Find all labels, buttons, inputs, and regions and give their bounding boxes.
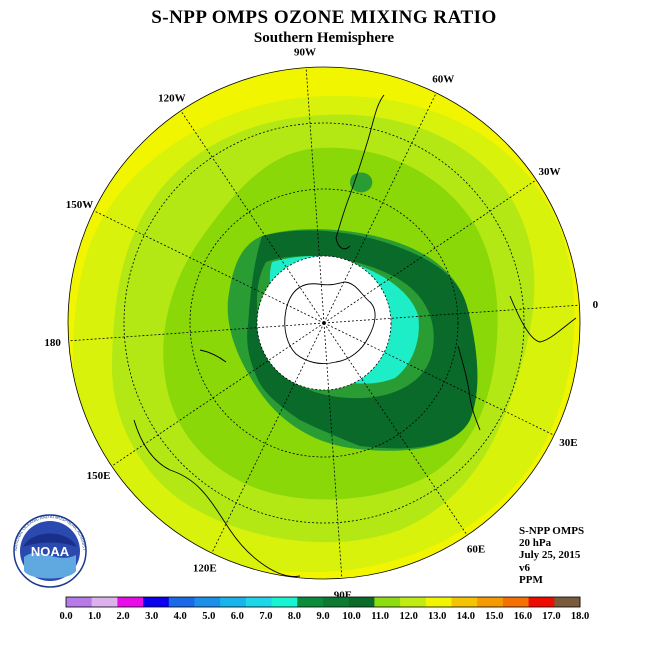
map-subtitle: Southern Hemisphere — [253, 30, 395, 46]
colorbar-tick-label: 13.0 — [428, 611, 446, 622]
longitude-label: 0 — [593, 299, 599, 311]
longitude-label: 120W — [158, 93, 186, 105]
longitude-label: 150W — [66, 199, 94, 211]
info-date: July 25, 2015 — [519, 549, 581, 562]
meridian-line — [323, 322, 343, 579]
colorbar-tick-label: 7.0 — [259, 611, 272, 622]
latitude-circle — [189, 188, 459, 458]
colorbar-swatch — [91, 597, 118, 607]
colorbar-tick-label: 10.0 — [342, 611, 360, 622]
meridian-line — [111, 322, 325, 467]
colorbar-swatch — [502, 597, 530, 607]
colorbar-tick-label: 15.0 — [485, 611, 503, 622]
meridian-line — [305, 67, 325, 324]
info-version: v6 — [519, 561, 530, 574]
colorbar-tick-label: 2.0 — [117, 611, 130, 622]
colorbar-tick-label: 17.0 — [542, 611, 560, 622]
colorbar-tick-label: 11.0 — [371, 611, 389, 622]
meridian-line — [68, 322, 325, 342]
coastline-antarctica — [284, 281, 376, 365]
longitude-label: 30W — [538, 166, 560, 178]
longitude-label: 120E — [193, 562, 217, 574]
colorbar-tick-label: 8.0 — [288, 611, 301, 622]
info-block: S-NPP OMPS 20 hPa July 25, 2015 v6 PPM — [519, 525, 584, 586]
pole-dot — [322, 321, 326, 325]
colorbar-swatch — [528, 597, 555, 607]
coastline-new-zealand — [199, 349, 227, 363]
colorbar-swatch — [348, 597, 375, 607]
coastline-madagascar — [457, 345, 481, 431]
colorbar-swatch — [425, 597, 452, 607]
colorbar-frame — [65, 596, 581, 608]
colorbar-swatch — [66, 597, 93, 607]
colorbar-swatch — [323, 597, 350, 607]
meridian-line — [323, 179, 537, 324]
colorbar-tick-label: 12.0 — [399, 611, 417, 622]
colorbar-swatch — [143, 597, 170, 607]
meridian-line — [93, 210, 325, 324]
longitude-label: 30E — [559, 437, 577, 449]
colorbar-swatch — [245, 597, 273, 607]
meridian-line — [323, 322, 555, 436]
map-title: S-NPP OMPS OZONE MIXING RATIO — [151, 7, 497, 28]
colorbar: 0.0 1.0 2.0 3.0 4.0 5.0 6.0 7.0 8.0 9.0 10.0 11.0 12… — [59, 596, 589, 622]
coastlines — [133, 94, 577, 577]
colorbar-swatch — [117, 597, 144, 607]
coastline-africa — [509, 295, 577, 343]
noaa-logo-text: NOAA — [31, 544, 70, 559]
colorbar-tick-label: 0.0 — [59, 611, 72, 622]
disc-outline — [67, 66, 581, 580]
longitude-label: 60E — [467, 543, 485, 555]
coastline-australia — [133, 419, 301, 577]
colorbar-swatch — [194, 597, 221, 607]
colorbar-tick-label: 9.0 — [316, 611, 329, 622]
longitude-label: 90W — [294, 47, 316, 59]
latitude-circle — [256, 255, 392, 391]
colorbar-swatch — [374, 597, 401, 607]
colorbar-swatch — [271, 597, 298, 607]
meridian-line — [211, 322, 325, 554]
longitude-label: 60W — [432, 74, 454, 86]
colorbar-swatch — [451, 597, 478, 607]
band-patch-south-america — [350, 172, 373, 193]
ozone-field — [68, 67, 580, 579]
coastline-south-america — [335, 94, 385, 250]
colorbar-swatch — [554, 597, 581, 607]
noaa-logo: NOAA NATIONAL OCEANIC AND ATMOSPHERIC AD… — [13, 514, 87, 588]
meridian-line — [180, 110, 325, 324]
meridian-line — [323, 92, 437, 324]
colorbar-swatch — [168, 597, 195, 607]
colorbar-tick-label: 3.0 — [145, 611, 158, 622]
colorbar-tick-label: 4.0 — [174, 611, 187, 622]
colorbar-tick-label: 16.0 — [514, 611, 532, 622]
meridian-line — [323, 322, 468, 536]
meridian-line — [323, 304, 580, 324]
colorbar-swatch — [477, 597, 504, 607]
colorbar-tick-label: 5.0 — [202, 611, 215, 622]
longitude-label: 180 — [44, 337, 61, 349]
latitude-circle — [123, 122, 525, 524]
colorbar-tick-label: 6.0 — [231, 611, 244, 622]
colorbar-swatch — [220, 597, 247, 607]
longitude-label: 150E — [87, 470, 111, 482]
colorbar-tick-label: 18.0 — [571, 611, 589, 622]
colorbar-swatch — [400, 597, 427, 607]
info-instrument: S-NPP OMPS — [519, 525, 585, 537]
colorbar-tick-label: 14.0 — [457, 611, 475, 622]
colorbar-swatch — [297, 597, 324, 607]
info-units: PPM — [519, 573, 543, 586]
colorbar-tick-label: 1.0 — [88, 611, 101, 622]
graticule — [68, 67, 580, 579]
info-level: 20 hPa — [519, 537, 552, 550]
